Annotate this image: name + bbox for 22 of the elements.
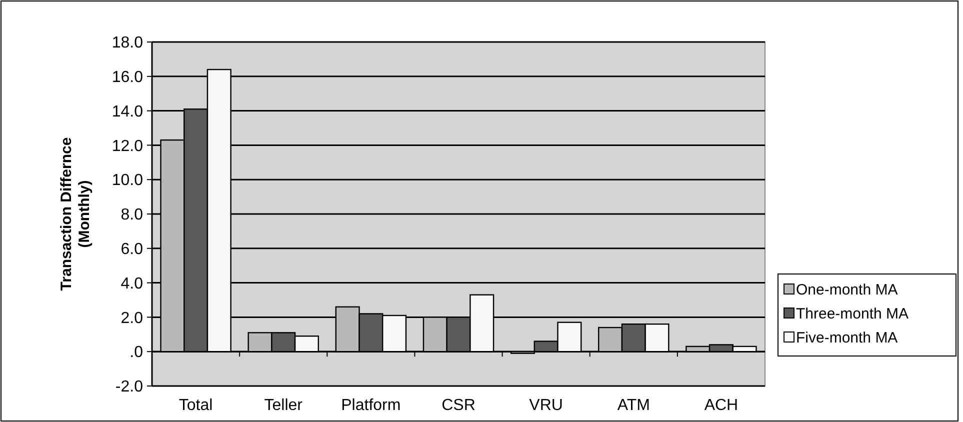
y-axis-title: Transaction Differnce (Monthly) [58, 137, 93, 291]
x-tick-label: ACH [704, 397, 738, 414]
y-tick-label: 10.0 [112, 172, 144, 190]
y-tick-label: 4.0 [120, 275, 144, 292]
y-tick-label: 16.0 [112, 69, 144, 86]
y-tick-label: 2.0 [120, 310, 144, 327]
legend-label: Five-month MA [796, 329, 898, 346]
x-tick-label: ATM [617, 397, 650, 414]
y-tick-label: 18.0 [112, 34, 144, 52]
x-tick-label: VRU [529, 397, 563, 414]
y-tick-label: 14.0 [112, 103, 144, 120]
y-tick-label: 12.0 [112, 138, 144, 155]
x-tick-label: Teller [264, 397, 304, 414]
y-tick-label: 6.0 [120, 241, 144, 258]
y-tick-label: 8.0 [120, 206, 144, 224]
x-tick-label: Total [178, 397, 213, 414]
legend-label: One-month MA [796, 281, 898, 298]
y-tick-label: .0 [130, 344, 144, 362]
y-tick-label: -2.0 [115, 378, 144, 396]
x-tick-label: CSR [442, 397, 476, 414]
legend-label: Three-month MA [796, 305, 909, 322]
x-tick-label: Platform [341, 397, 401, 414]
